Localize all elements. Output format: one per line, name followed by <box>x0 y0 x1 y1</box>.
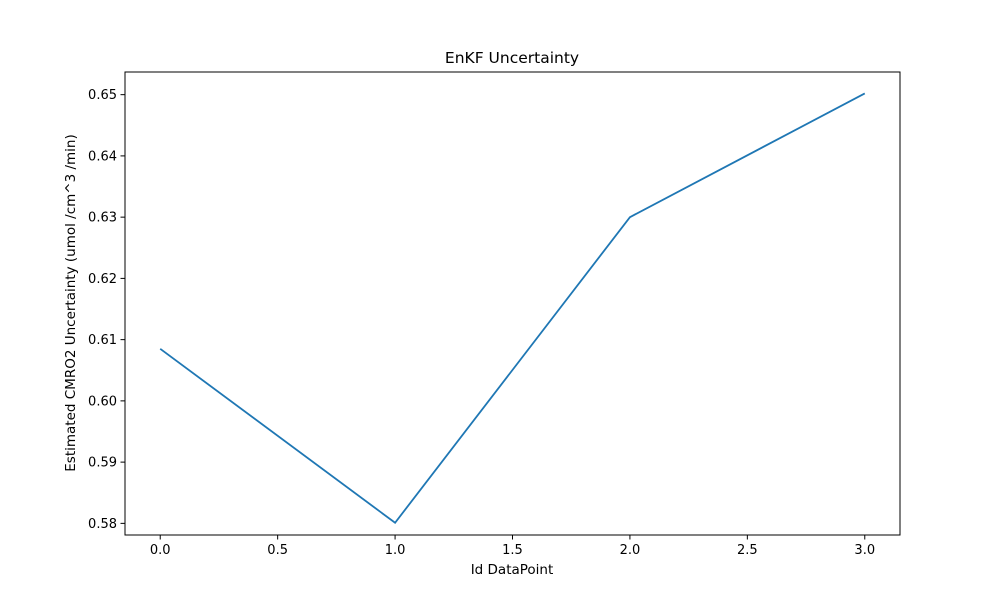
plot-area <box>124 71 901 536</box>
x-tick-label: 0.5 <box>267 543 288 558</box>
y-tick-label: 0.58 <box>88 517 117 532</box>
chart-title: EnKF Uncertainty <box>445 49 579 67</box>
y-tick-label: 0.59 <box>88 456 117 471</box>
series-line-0 <box>159 92 866 524</box>
y-tick-label: 0.62 <box>88 272 117 287</box>
y-tick-label: 0.65 <box>88 88 117 103</box>
x-tick-label: 0.0 <box>150 543 171 558</box>
x-tick-label: 2.0 <box>620 543 641 558</box>
x-axis-label: Id DataPoint <box>471 562 554 578</box>
x-tick-label: 1.0 <box>385 543 406 558</box>
y-tick-label: 0.63 <box>88 211 117 226</box>
x-axis-ticks: 0.0 0.5 1.0 1.5 2.0 2.5 3.0 <box>150 535 875 558</box>
y-tick-label: 0.64 <box>88 149 117 164</box>
y-tick-label: 0.60 <box>88 394 117 409</box>
x-tick-label: 3.0 <box>854 543 875 558</box>
y-tick-label: 0.61 <box>88 333 117 348</box>
y-axis-label: Estimated CMRO2 Uncertainty (umol /cm^3 … <box>63 134 79 471</box>
x-tick-label: 1.5 <box>502 543 523 558</box>
y-axis-ticks: 0.58 0.59 0.60 0.61 0.62 0.63 0.64 0.65 <box>88 88 125 532</box>
plot-frame <box>124 71 901 536</box>
x-tick-label: 2.5 <box>737 543 758 558</box>
